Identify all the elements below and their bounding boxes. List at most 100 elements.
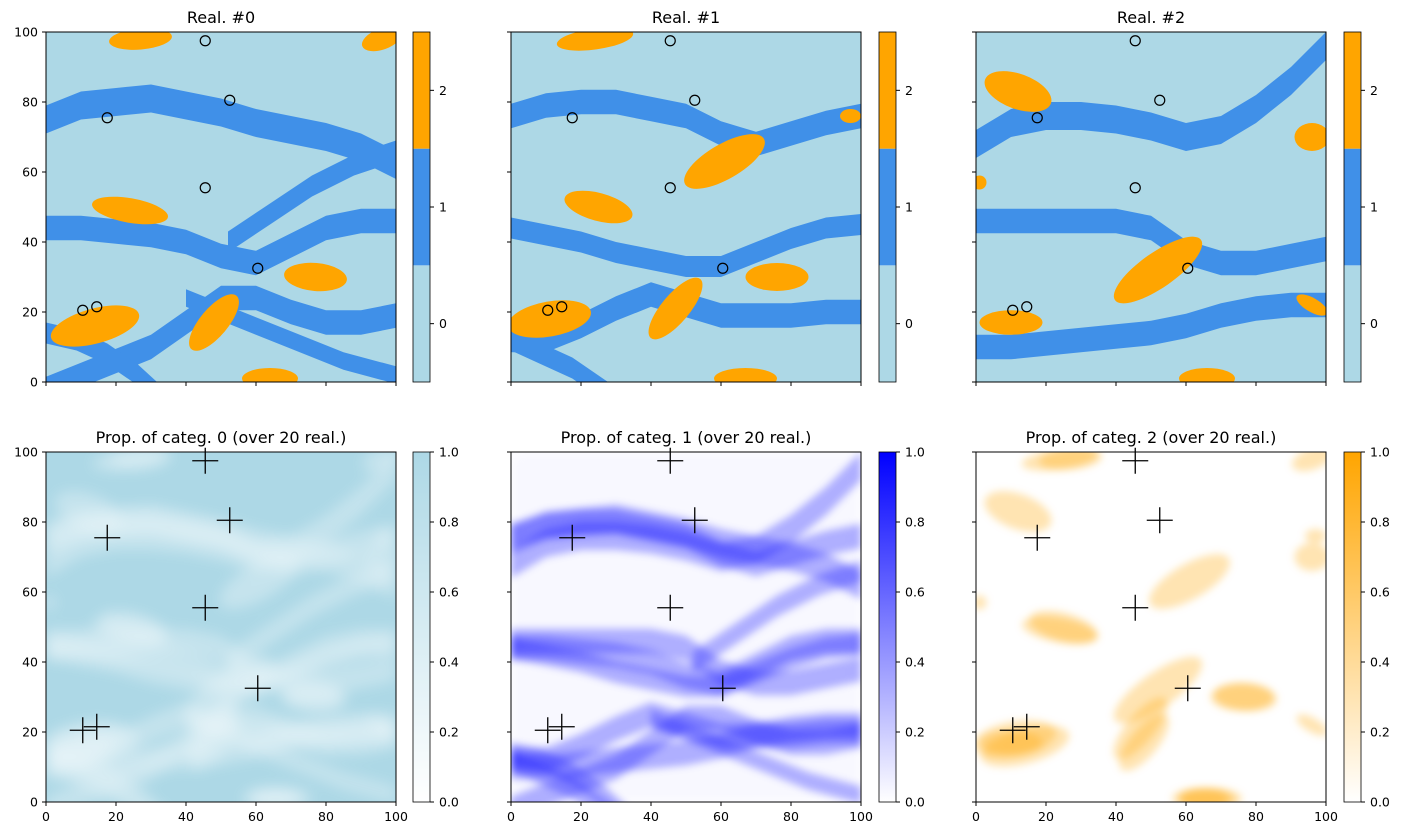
data-point-circle bbox=[77, 304, 89, 316]
prop-low-channel bbox=[46, 712, 396, 780]
prop-lens bbox=[1296, 714, 1326, 736]
colorbar-tick-label: 0.6 bbox=[439, 585, 459, 600]
lens-categ2 bbox=[714, 368, 777, 382]
colorbar-segment-2 bbox=[1344, 32, 1361, 149]
prop-lens bbox=[1179, 788, 1235, 802]
x-tick-label: 80 bbox=[1248, 809, 1264, 824]
subplot-2: Real. #2 0 1 2 bbox=[972, 8, 1378, 386]
x-tick-label: 0 bbox=[42, 809, 50, 824]
lens-categ2 bbox=[242, 368, 298, 382]
data-point-plus bbox=[548, 713, 575, 740]
data-point-plus bbox=[1024, 524, 1051, 551]
prop-low-lens bbox=[364, 543, 396, 571]
prop-lens bbox=[976, 595, 987, 610]
colorbar-tick-label: 0.0 bbox=[1370, 795, 1390, 810]
subplot-5: 0 20 40 60 80 100 Prop. of categ. 2 (over 20 r… bbox=[972, 428, 1390, 824]
plot-area bbox=[976, 452, 1326, 802]
prop-low-channel bbox=[46, 628, 396, 696]
data-point-circle bbox=[1129, 35, 1141, 47]
prop-lens bbox=[1029, 610, 1098, 644]
prop-lens bbox=[1305, 529, 1326, 543]
colorbar-gradient bbox=[413, 452, 430, 802]
y-tick-label: 20 bbox=[22, 725, 38, 740]
colorbar-tick-label: 0.6 bbox=[1370, 585, 1390, 600]
x-tick-label: 100 bbox=[384, 809, 408, 824]
colorbar-tick-label: 0.8 bbox=[439, 515, 459, 530]
colorbar-segment-0 bbox=[413, 265, 430, 382]
channel-categ1 bbox=[976, 208, 1326, 276]
lens-categ2 bbox=[564, 190, 633, 224]
x-tick-label: 20 bbox=[1038, 809, 1054, 824]
x-tick-label: 100 bbox=[849, 809, 873, 824]
x-tick-label: 100 bbox=[1314, 809, 1338, 824]
data-point-circle bbox=[1021, 301, 1033, 313]
prop-lens bbox=[1291, 452, 1326, 472]
colorbar-frame bbox=[1343, 31, 1362, 383]
data-point-plus bbox=[216, 507, 243, 534]
colorbar-segment-1 bbox=[879, 148, 896, 266]
prop-lens bbox=[984, 491, 1052, 532]
channel-categ1 bbox=[976, 32, 1326, 158]
data-point-plus bbox=[681, 507, 708, 534]
colorbar-tick-label: 0.4 bbox=[905, 655, 925, 670]
colorbar-frame bbox=[412, 451, 431, 803]
colorbar-tick-label: 0.2 bbox=[1370, 725, 1390, 740]
prop-lens bbox=[1210, 683, 1274, 711]
y-tick-label: 100 bbox=[14, 445, 38, 460]
channel-categ1 bbox=[46, 285, 396, 382]
lens-categ2 bbox=[361, 32, 396, 52]
lens-categ2 bbox=[684, 134, 765, 189]
data-point-circle bbox=[556, 301, 568, 313]
lens-categ2 bbox=[1113, 236, 1203, 304]
colorbar-frame bbox=[412, 31, 431, 383]
data-point-circle bbox=[199, 35, 211, 47]
prop-lens bbox=[1021, 452, 1099, 471]
y-tick-label: 0 bbox=[30, 795, 38, 810]
y-tick-label: 40 bbox=[22, 655, 38, 670]
prop-low-lens bbox=[91, 452, 169, 471]
x-tick-label: 40 bbox=[643, 809, 659, 824]
y-tick-label: 0 bbox=[30, 375, 38, 390]
channel-categ1 bbox=[46, 208, 396, 276]
data-point-circle bbox=[1031, 112, 1043, 124]
lens-categ2 bbox=[648, 277, 703, 340]
data-point-plus bbox=[1174, 675, 1201, 702]
x-tick-label: 40 bbox=[178, 809, 194, 824]
colorbar-tick-label: 1 bbox=[1370, 200, 1378, 215]
prop-low-lens bbox=[249, 788, 305, 802]
colorbar-segment-1 bbox=[1344, 148, 1361, 266]
y-tick-label: 80 bbox=[22, 515, 38, 530]
colorbar-tick-label: 1.0 bbox=[439, 445, 459, 460]
colorbar-tick-label: 0.0 bbox=[905, 795, 925, 810]
data-point-circle bbox=[252, 262, 264, 274]
subplot-4: 0 20 40 60 80 100 Prop. of categ. 1 (over 20 r… bbox=[507, 428, 925, 824]
colorbar-tick-label: 0.2 bbox=[439, 725, 459, 740]
lens-categ2 bbox=[284, 262, 347, 292]
data-point-plus bbox=[192, 594, 219, 621]
colorbar-frame bbox=[878, 31, 897, 383]
lens-categ2 bbox=[745, 263, 809, 291]
prop-lens bbox=[979, 730, 1043, 755]
colorbar-segment-2 bbox=[879, 32, 896, 149]
axes-frame bbox=[975, 451, 1327, 803]
prop-low-lens bbox=[375, 529, 396, 543]
colorbar-frame bbox=[1343, 451, 1362, 803]
data-point-plus bbox=[1122, 594, 1149, 621]
colorbar: 0.0 0.2 0.4 0.6 0.8 1.0 bbox=[878, 445, 925, 810]
data-point-circle bbox=[1154, 94, 1166, 106]
colorbar-segment-1 bbox=[413, 148, 430, 266]
data-point-circle bbox=[224, 94, 236, 106]
subplot-3: 0 20 40 60 80 100 0 20 40 60 80 100 Prop. of categ. … bbox=[14, 428, 459, 824]
subplot-title: Prop. of categ. 0 (over 20 real.) bbox=[96, 428, 347, 447]
x-tick-label: 60 bbox=[713, 809, 729, 824]
axes-frame bbox=[45, 451, 397, 803]
colorbar-gradient bbox=[879, 452, 896, 802]
colorbar-tick-label: 1 bbox=[439, 200, 447, 215]
prop-low-lens bbox=[366, 714, 396, 736]
colorbar-segment-0 bbox=[1344, 265, 1361, 382]
prop-lens bbox=[1149, 554, 1230, 609]
x-tick-label: 20 bbox=[108, 809, 124, 824]
axes-frame bbox=[510, 451, 862, 803]
subplot-title: Real. #2 bbox=[1117, 8, 1185, 27]
lens-categ2 bbox=[840, 109, 861, 123]
